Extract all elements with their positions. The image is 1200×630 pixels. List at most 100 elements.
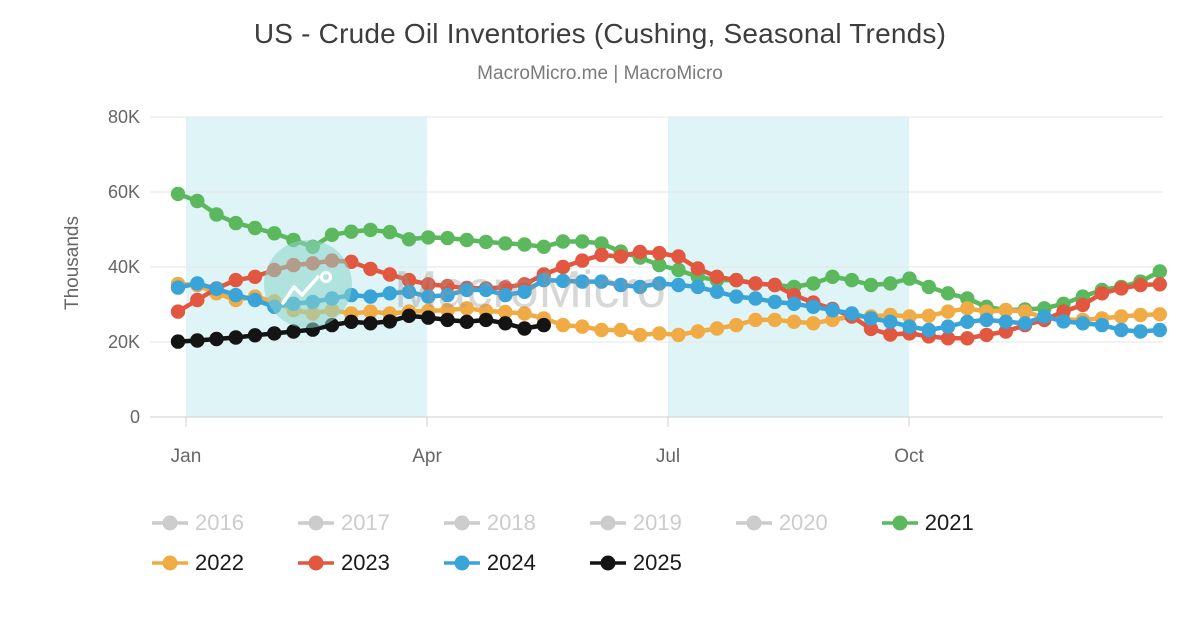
series-point-2024-wk26 xyxy=(652,276,667,291)
series-point-2023-wk32 xyxy=(767,277,782,293)
series-point-2024-wk7 xyxy=(286,296,301,311)
series-point-2024-wk45 xyxy=(1017,316,1033,331)
y-tick-label-80K: 80K xyxy=(108,107,140,127)
series-point-2025-wk3 xyxy=(209,331,224,347)
series-point-2024-wk46 xyxy=(1037,309,1052,324)
series-point-2024-wk4 xyxy=(228,287,243,303)
series-point-2023-wk4 xyxy=(228,272,243,288)
legend-item-2022[interactable]: 2022 xyxy=(152,550,244,576)
series-point-2022-wk28 xyxy=(690,324,705,339)
legend-item-2020[interactable]: 2020 xyxy=(735,510,828,536)
series-point-2024-wk49 xyxy=(1094,317,1110,333)
series-point-2024-wk5 xyxy=(247,292,263,308)
series-point-2022-wk23 xyxy=(594,322,609,338)
series-point-2021-wk37 xyxy=(863,277,879,293)
series-point-2025-wk17 xyxy=(478,312,494,328)
series-point-2023-wk23 xyxy=(594,247,609,263)
series-point-2023-wk42 xyxy=(960,331,975,346)
series-point-2025-wk2 xyxy=(190,333,205,348)
series-point-2024-wk10 xyxy=(344,287,359,303)
series-point-2022-wk51 xyxy=(1133,307,1148,323)
series-point-2021-wk13 xyxy=(401,232,417,247)
legend-item-2016[interactable]: 2016 xyxy=(152,510,244,536)
series-point-2021-wk21 xyxy=(555,234,571,249)
series-point-2023-wk21 xyxy=(555,259,571,275)
legend-row-1: 2016 2017 2018 2019 2020 2021 xyxy=(152,510,974,536)
series-point-2023-wk11 xyxy=(363,261,378,277)
series-point-2024-wk52 xyxy=(1152,322,1168,338)
series-point-2021-wk12 xyxy=(382,224,397,240)
chart-title: US - Crude Oil Inventories (Cushing, Sea… xyxy=(253,18,947,49)
series-point-2022-wk30 xyxy=(729,317,744,333)
series-point-2022-wk45 xyxy=(1017,304,1033,319)
series-point-2023-wk12 xyxy=(382,267,397,282)
legend-marker-2021-icon xyxy=(881,515,918,531)
legend-item-2023[interactable]: 2023 xyxy=(297,550,390,576)
series-point-2023-wk37 xyxy=(863,321,879,337)
series-point-2024-wk40 xyxy=(921,322,936,338)
series-point-2022-wk40 xyxy=(921,308,936,323)
series-point-2024-wk38 xyxy=(883,314,898,329)
series-point-2021-wk35 xyxy=(825,269,840,284)
series-point-2024-wk3 xyxy=(209,281,224,296)
series-point-2024-wk51 xyxy=(1133,324,1148,339)
legend-item-2019[interactable]: 2019 xyxy=(589,510,682,536)
y-tick-label-40K: 40K xyxy=(108,257,140,277)
series-point-2022-wk21 xyxy=(555,317,571,333)
legend-item-2021[interactable]: 2021 xyxy=(881,510,974,536)
series-point-2022-wk27 xyxy=(671,327,686,343)
series-point-2024-wk36 xyxy=(844,306,859,321)
series-point-2021-wk6 xyxy=(267,226,282,241)
series-point-2021-wk1 xyxy=(170,186,186,202)
legend-item-2025[interactable]: 2025 xyxy=(589,550,682,576)
series-point-2021-wk22 xyxy=(575,234,590,249)
series-point-2023-wk26 xyxy=(652,245,667,261)
legend-item-2024[interactable]: 2024 xyxy=(443,550,536,576)
series-point-2022-wk26 xyxy=(652,326,667,341)
series-point-2023-wk48 xyxy=(1075,297,1091,313)
series-point-2024-wk21 xyxy=(555,273,571,289)
series-point-2024-wk39 xyxy=(902,319,917,334)
series-point-2021-wk8 xyxy=(305,239,320,254)
legend-marker-2022-icon xyxy=(152,555,188,571)
series-point-2024-wk16 xyxy=(459,282,474,298)
series-point-2022-wk50 xyxy=(1114,309,1129,324)
chart-subtitle: MacroMicro.me | MacroMicro xyxy=(477,63,723,84)
series-point-2024-wk11 xyxy=(363,289,378,304)
series-point-2022-wk24 xyxy=(613,322,628,338)
series-point-2024-wk44 xyxy=(998,314,1013,329)
legend-marker-2025-icon xyxy=(589,555,626,571)
axis-labels: 80K 60K 40K 20K 0 Jan Apr Jul Oct xyxy=(108,107,925,467)
series-point-2023-wk10 xyxy=(344,254,359,269)
series-point-2024-wk14 xyxy=(421,289,436,304)
legend-label-2020: 2020 xyxy=(778,510,828,535)
series-point-2022-wk22 xyxy=(575,319,590,334)
series-point-2024-wk28 xyxy=(690,279,705,295)
series-point-2025-wk4 xyxy=(228,330,243,345)
series-point-2024-wk24 xyxy=(613,277,628,293)
legend-item-2017[interactable]: 2017 xyxy=(297,510,390,536)
series-point-2023-wk30 xyxy=(729,272,744,288)
series-point-2024-wk15 xyxy=(440,287,455,303)
series-point-2023-wk41 xyxy=(940,331,956,346)
legend-item-2018[interactable]: 2018 xyxy=(443,510,536,536)
series-point-2022-wk44 xyxy=(998,302,1013,318)
series-point-2021-wk23 xyxy=(594,236,609,251)
legend-label-2017: 2017 xyxy=(340,510,390,535)
series-point-2023-wk13 xyxy=(401,272,417,288)
series-point-2021-wk4 xyxy=(228,215,243,231)
series-point-2021-wk14 xyxy=(421,230,436,245)
series-point-2021-wk5 xyxy=(247,220,263,236)
series-point-2023-wk50 xyxy=(1114,281,1129,296)
series-point-2022-wk19 xyxy=(517,306,532,321)
series-point-2024-wk30 xyxy=(729,289,744,304)
series-point-2024-wk9 xyxy=(324,291,340,306)
legend: 2016 2017 2018 2019 2020 2021 2022 2023 2024 2025 xyxy=(152,510,974,576)
series-point-2024-wk48 xyxy=(1075,316,1091,331)
series-point-2025-wk15 xyxy=(440,312,455,328)
series-point-2025-wk5 xyxy=(247,328,263,343)
series-point-2025-wk14 xyxy=(421,310,436,325)
legend-label-2024: 2024 xyxy=(486,550,536,575)
series-point-2021-wk19 xyxy=(517,237,532,252)
series-point-2025-wk8 xyxy=(305,322,320,337)
